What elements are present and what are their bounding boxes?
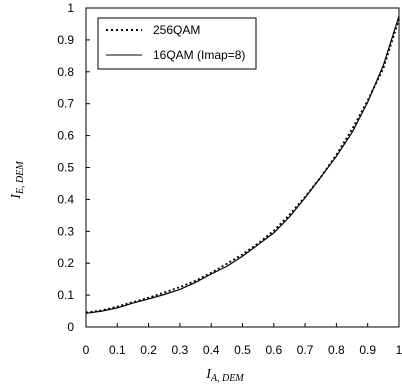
legend: 256QAM 16QAM (Imap=8)	[97, 17, 257, 70]
y-tick-label: 0.9	[57, 33, 74, 47]
y-tick-label: 0.2	[57, 256, 74, 270]
axes: 0 0.1 0.2 0.3 0.4 0.5 0.6 0.7 0.8 0.9 1 0 0.1 0.2 0.3 0…	[57, 1, 402, 357]
y-tick-label: 1	[67, 1, 74, 15]
y-axis-label: IE, DEM	[9, 161, 26, 200]
legend-box	[97, 17, 257, 70]
y-tick-label: 0.7	[57, 97, 74, 111]
x-tick-label: 0.8	[328, 343, 345, 357]
x-tick-label: 1	[396, 343, 402, 357]
x-tick-label: 0.3	[172, 343, 189, 357]
series-line-16qam	[85, 15, 400, 314]
y-tick-label: 0.4	[57, 192, 74, 206]
x-tick-label: 0.6	[265, 343, 282, 357]
x-tick-label: 0.9	[359, 343, 376, 357]
legend-label-16qam: 16QAM (Imap=8)	[153, 48, 245, 62]
x-axis-label: IA, DEM	[205, 367, 244, 384]
plot-area	[85, 15, 400, 314]
x-tick-label: 0.1	[109, 343, 126, 357]
y-tick-label: 0	[67, 320, 74, 334]
x-tick-label: 0	[83, 343, 90, 357]
y-tick-label: 0.3	[57, 224, 74, 238]
x-tick-label: 0.4	[203, 343, 220, 357]
y-tick-label: 0.5	[57, 161, 74, 175]
series-line-256qam	[85, 18, 400, 314]
x-tick-label: 0.2	[140, 343, 157, 357]
y-tick-label: 0.1	[57, 288, 74, 302]
y-tick-label: 0.8	[57, 65, 74, 79]
x-tick-label: 0.7	[297, 343, 314, 357]
x-tick-label: 0.5	[234, 343, 251, 357]
legend-label-256qam: 256QAM	[153, 23, 200, 37]
y-tick-label: 0.6	[57, 129, 74, 143]
